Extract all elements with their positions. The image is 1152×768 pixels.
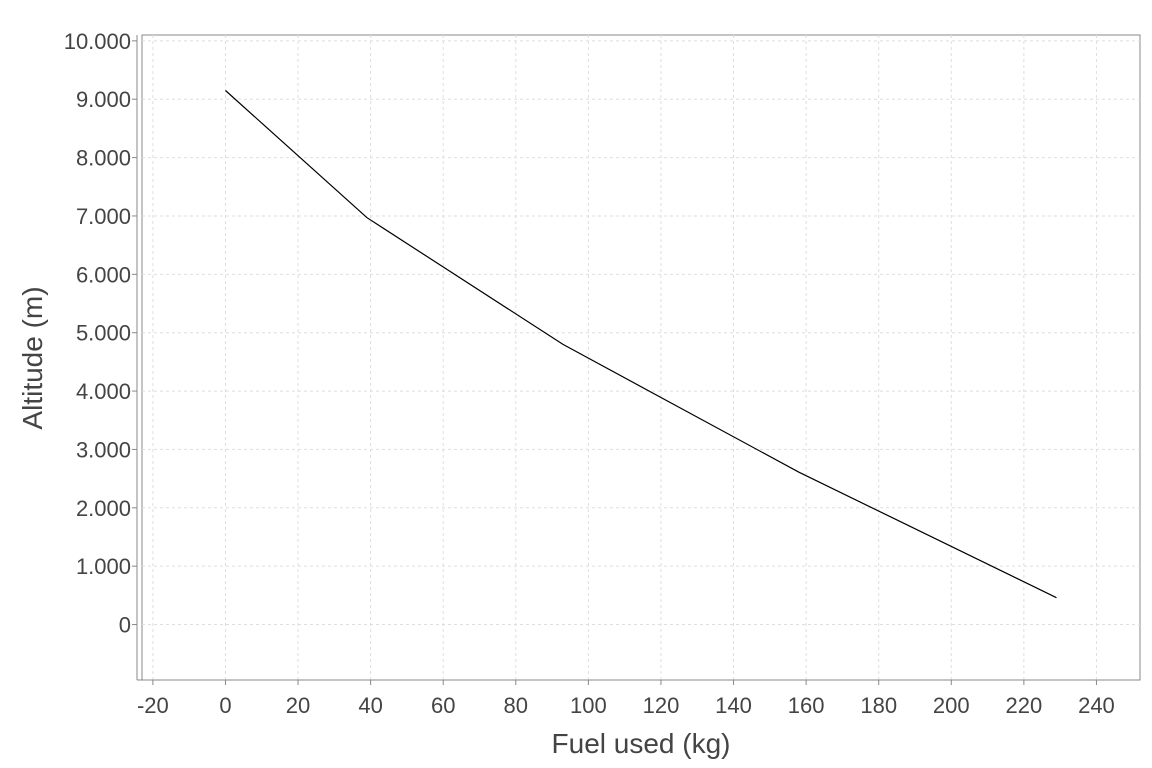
x-tick-label: 0 <box>219 693 231 718</box>
x-tick-label: 200 <box>933 693 970 718</box>
series-line <box>225 90 1057 599</box>
y-tick-label: 7.000 <box>76 204 131 229</box>
x-tick-label: -20 <box>137 693 169 718</box>
y-tick-label: 5.000 <box>76 321 131 346</box>
x-tick-label: 80 <box>504 693 528 718</box>
x-tick-label: 140 <box>715 693 752 718</box>
plot-frame <box>141 34 1141 681</box>
x-tick-label: 180 <box>860 693 897 718</box>
y-tick-label: 4.000 <box>76 379 131 404</box>
x-tick-label: 240 <box>1078 693 1115 718</box>
y-tick-label: 8.000 <box>76 146 131 171</box>
x-axis-ticks: -20 0 20 40 60 80 100 120 140 160 180 200 220 240 <box>137 680 1115 718</box>
x-axis-title: Fuel used (kg) <box>552 728 731 759</box>
y-tick-label: 0 <box>119 613 131 638</box>
y-axis-ticks: 0 1.000 2.000 3.000 4.000 5.000 6.000 7.000 8.00… <box>64 29 137 638</box>
x-tick-label: 220 <box>1006 693 1043 718</box>
x-tick-label: 160 <box>788 693 825 718</box>
x-tick-label: 100 <box>570 693 607 718</box>
y-axis-title: Altitude (m) <box>17 286 48 429</box>
y-tick-label: 10.000 <box>64 29 131 54</box>
x-tick-label: 120 <box>643 693 680 718</box>
y-tick-label: 1.000 <box>76 554 131 579</box>
x-tick-label: 60 <box>431 693 455 718</box>
y-tick-label: 2.000 <box>76 496 131 521</box>
y-tick-label: 9.000 <box>76 87 131 112</box>
grid-lines <box>142 35 1140 680</box>
y-tick-label: 3.000 <box>76 437 131 462</box>
y-tick-label: 6.000 <box>76 262 131 287</box>
x-tick-label: 20 <box>286 693 310 718</box>
x-tick-label: 40 <box>358 693 382 718</box>
series-group <box>225 90 1057 599</box>
